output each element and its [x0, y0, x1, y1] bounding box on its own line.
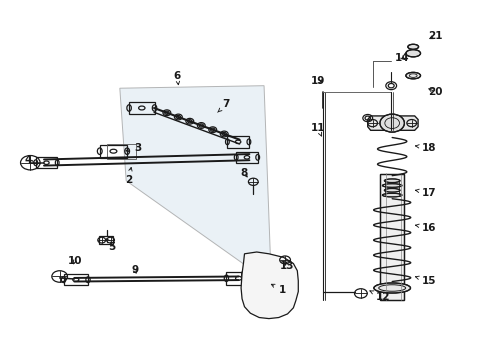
- Bar: [227, 136, 248, 148]
- Bar: [226, 272, 250, 285]
- Text: 5: 5: [107, 239, 116, 252]
- Text: 12: 12: [369, 291, 389, 302]
- Text: 4: 4: [24, 155, 35, 165]
- Bar: [99, 236, 113, 244]
- Bar: [63, 274, 88, 285]
- Text: 21: 21: [427, 31, 442, 41]
- Text: 6: 6: [173, 71, 181, 85]
- Polygon shape: [367, 116, 417, 130]
- Bar: [380, 174, 403, 300]
- Text: 11: 11: [310, 123, 325, 136]
- Bar: [236, 152, 257, 163]
- Ellipse shape: [405, 72, 420, 79]
- Text: 3: 3: [125, 143, 142, 153]
- Ellipse shape: [382, 184, 401, 187]
- Text: 9: 9: [131, 265, 138, 275]
- Ellipse shape: [384, 189, 399, 192]
- Ellipse shape: [373, 283, 410, 293]
- Bar: [36, 157, 57, 168]
- Text: 15: 15: [415, 276, 435, 286]
- Ellipse shape: [407, 44, 418, 49]
- Bar: [100, 145, 127, 158]
- Text: 7: 7: [217, 99, 229, 112]
- Bar: [380, 174, 403, 300]
- Circle shape: [241, 259, 288, 294]
- Bar: [106, 144, 136, 159]
- Polygon shape: [241, 252, 298, 319]
- Ellipse shape: [384, 179, 399, 183]
- Text: 2: 2: [124, 167, 132, 185]
- Text: 17: 17: [415, 188, 435, 198]
- Text: 20: 20: [427, 87, 442, 97]
- Text: 16: 16: [415, 222, 435, 233]
- Text: 14: 14: [394, 53, 409, 63]
- Ellipse shape: [405, 50, 420, 57]
- Text: 18: 18: [415, 143, 435, 153]
- Text: 8: 8: [240, 168, 247, 178]
- Text: 10: 10: [67, 256, 82, 266]
- Text: 1: 1: [271, 284, 285, 295]
- Bar: [129, 102, 154, 114]
- Polygon shape: [120, 86, 271, 284]
- Text: 13: 13: [279, 261, 294, 271]
- Text: 19: 19: [310, 76, 324, 86]
- Ellipse shape: [382, 193, 401, 197]
- Circle shape: [379, 114, 404, 132]
